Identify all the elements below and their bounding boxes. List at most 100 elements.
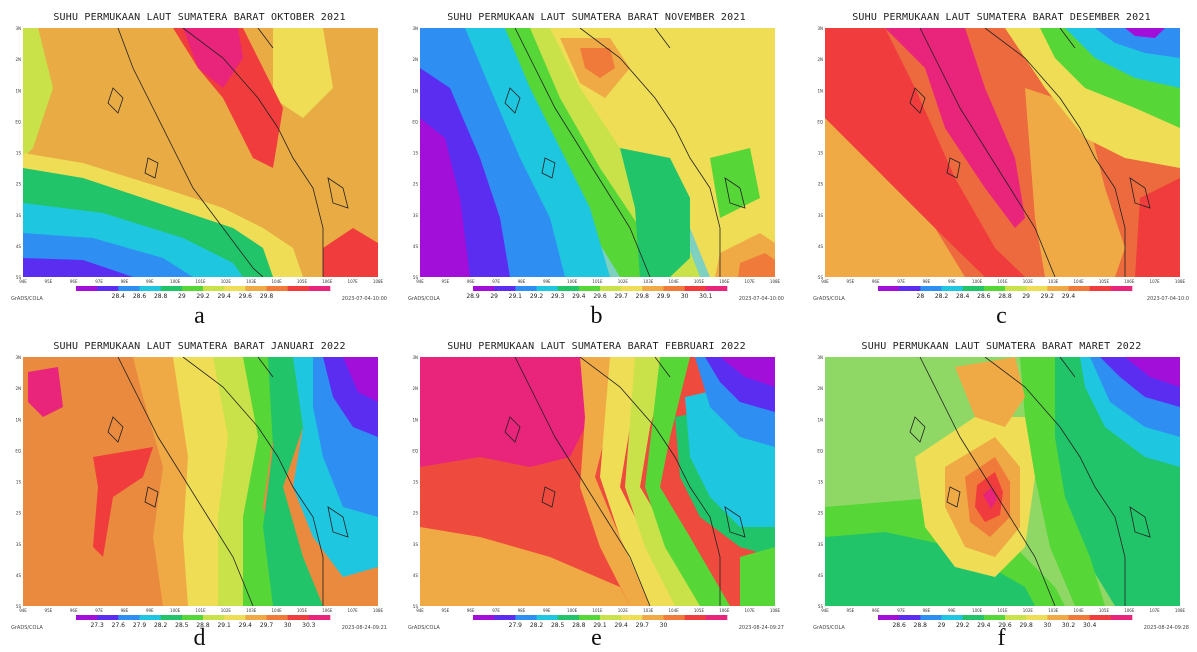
y-tick-label: EQ [412,119,418,124]
y-tick-label: 1S [818,480,824,485]
y-tick-label: 3S [818,213,824,218]
colorbar-tick-label: 29 [1022,293,1030,300]
x-tick-label: 94E [821,279,829,284]
colorbar-segment [536,286,558,291]
y-tick-label: 1N [15,88,21,93]
colorbar-segment [642,286,664,291]
x-tick-label: 99E [543,279,551,284]
y-tick-label: 2S [818,511,824,516]
colorbar-tick-label: 29.4 [1062,293,1076,300]
coastline [504,357,746,606]
x-tick-label: 106E [719,279,730,284]
x-tick-label: 103E [246,608,257,613]
credit-label: GrADS/COLA [813,625,845,631]
panel-letter: c [996,303,1007,329]
colorbar-tick-label: 29.2 [1041,293,1055,300]
x-tick-label: 105E [297,279,308,284]
x-tick-label: 97E [95,608,103,613]
x-tick-label: 106E [322,608,333,613]
x-tick-label: 94E [19,279,27,284]
colorbar-segment [941,286,963,291]
timestamp-label: 2023-08-24-09:27 [738,625,784,631]
x-tick-label: 101E [195,608,206,613]
colorbar-tick-label: 28.8 [154,293,168,300]
x-tick-label: 107E [745,608,756,613]
y-tick-label: 2N [15,386,21,391]
x-tick-label: 97E [95,279,103,284]
contour-magenta [885,28,1025,228]
x-tick-label: 95E [442,608,450,613]
x-tick-label: 96E [70,608,78,613]
colorbar-segment [245,615,267,620]
x-tick-label: 107E [348,279,359,284]
sst-map [420,28,775,277]
colorbar-segment [76,615,98,620]
colorbar-segment [203,286,225,291]
contour-red-se [1135,178,1180,277]
colorbar-segment [705,286,728,291]
x-tick-label: 94E [821,608,829,613]
x-tick-label: 107E [348,608,359,613]
x-tick-label: 102E [221,279,232,284]
colorbar-segment [266,286,288,291]
x-tick-label: 101E [997,608,1008,613]
y-tick-label: 3N [15,355,21,360]
sst-map [825,357,1180,606]
x-tick-label: 94E [19,608,27,613]
colorbar-segment [1005,615,1027,620]
x-tick-label: 104E [271,279,282,284]
colorbar-tick-label: 30.1 [699,293,713,300]
y-tick-label: 2N [15,57,21,62]
x-tick-label: 97E [897,608,905,613]
y-tick-label: EQ [15,119,21,124]
x-tick-label: 100E [972,608,983,613]
x-tick-label: 94E [416,608,424,613]
timestamp-label: 2023-08-24-09:28 [1143,625,1189,631]
contour-light-green [625,357,700,606]
colorbar-segment [983,286,1006,291]
contour-purple [343,357,378,402]
colorbar-segment [705,615,728,620]
colorbar-segment [1005,286,1027,291]
y-tick-label: EQ [817,448,823,453]
colorbar-segment [1047,286,1069,291]
y-tick-label: EQ [15,448,21,453]
x-tick-label: 96E [872,279,880,284]
colorbar-segment [962,286,985,291]
colorbar-segment [473,286,495,291]
x-tick-label: 106E [1124,608,1135,613]
colorbar-tick-label: 28 [917,293,925,300]
contour-purple-band [23,258,133,277]
colorbar-segment [1068,615,1090,620]
contour-light-green [213,357,263,606]
credit-label: GrADS/COLA [408,625,440,631]
x-tick-label: 108E [770,608,781,613]
contour-purple [420,118,470,277]
y-tick-label: EQ [817,119,823,124]
y-tick-label: 1S [818,151,824,156]
y-tick-label: EQ [412,448,418,453]
y-tick-label: 1N [817,417,823,422]
colorbar-segment [1110,286,1133,291]
colorbar-segment [663,615,685,620]
colorbar-tick-label: 29.2 [530,293,544,300]
colorbar-segment [962,615,985,620]
colorbar-segment [287,615,310,620]
contour-magenta [420,357,590,467]
credit-label: GrADS/COLA [813,296,845,302]
x-tick-label: 97E [492,608,500,613]
coastline [504,28,746,277]
x-tick-label: 108E [373,279,384,284]
contour-magenta [983,487,997,509]
y-tick-label: 3S [818,542,824,547]
y-tick-label: 5S [16,275,22,280]
contour-teal [263,357,323,606]
contour-teal-band [825,532,1035,606]
contour-cyan [460,28,610,277]
x-tick-label: 98E [518,608,526,613]
colorbar-segment [494,615,516,620]
colorbar-tick-label: 30 [681,293,689,300]
y-tick-label: 2N [412,57,418,62]
contour-purple-ne [1125,357,1180,387]
colorbar-segment [76,286,98,291]
